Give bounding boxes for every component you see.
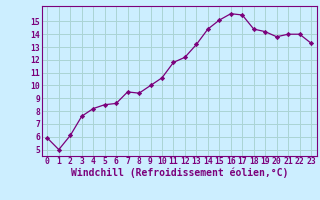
- X-axis label: Windchill (Refroidissement éolien,°C): Windchill (Refroidissement éolien,°C): [70, 168, 288, 178]
